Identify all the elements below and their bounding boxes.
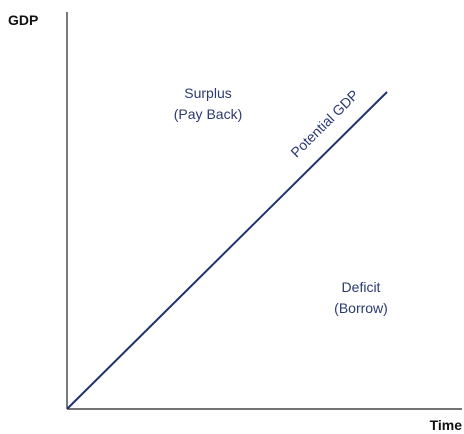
region-label: Deficit [342,279,381,295]
region-label: Surplus [184,85,231,101]
y-axis-label: GDP [8,12,38,28]
region-label: (Pay Back) [174,106,242,122]
x-axis-label: Time [430,417,463,433]
line-label: Potential GDP [287,87,361,161]
region-label: (Borrow) [334,300,388,316]
potential-gdp-line [66,91,388,410]
